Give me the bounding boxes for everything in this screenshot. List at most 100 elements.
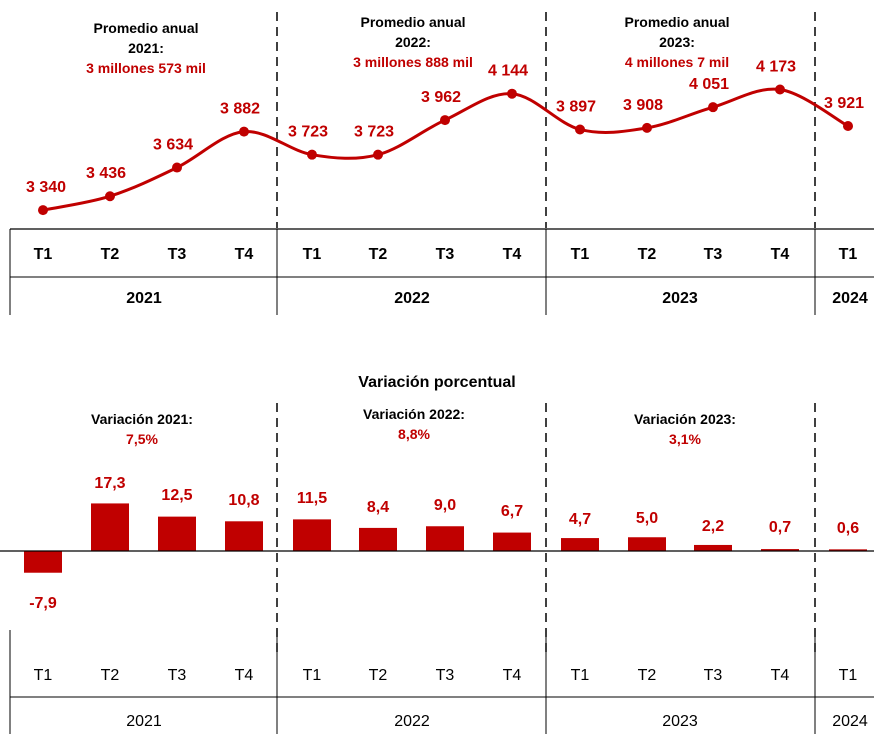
x-tick-label: T4: [235, 246, 254, 263]
data-label: 3 340: [26, 179, 66, 196]
annotation-value: 8,8%: [398, 426, 430, 442]
x-tick-label: T4: [503, 667, 522, 684]
x-tick-label: T2: [369, 246, 388, 263]
data-label: 4 173: [756, 59, 796, 76]
data-label: 3 921: [824, 95, 864, 112]
data-point: [239, 126, 249, 137]
annotation-value: 3 millones 573 mil: [86, 60, 206, 76]
x-tick-label: T3: [168, 246, 187, 263]
x-tick-label: T1: [839, 246, 858, 263]
x-tick-label: T1: [303, 667, 322, 684]
annotation-heading: Variación 2021:: [91, 411, 193, 427]
bar: [24, 551, 62, 573]
data-label: 3 634: [153, 137, 193, 154]
x-tick-label: T1: [839, 667, 858, 684]
x-tick-label: T1: [571, 667, 590, 684]
bar: [426, 526, 464, 551]
bar: [493, 532, 531, 551]
data-point: [373, 149, 383, 160]
x-tick-label: T3: [436, 246, 455, 263]
annotation-value: 3 millones 888 mil: [353, 54, 473, 70]
x-tick-label: T2: [638, 246, 657, 263]
data-label: 3 723: [288, 124, 328, 141]
annotation-year: 2022:: [395, 34, 431, 50]
x-tick-label: T4: [771, 246, 790, 263]
data-label: 3 962: [421, 89, 461, 106]
year-label: 2023: [662, 713, 698, 730]
year-label: 2021: [126, 713, 162, 730]
data-point: [507, 88, 517, 99]
x-tick-label: T2: [101, 667, 120, 684]
x-tick-label: T4: [503, 246, 522, 263]
bar: [359, 527, 397, 551]
x-tick-label: T1: [303, 246, 322, 263]
annotation-year: 2021:: [128, 40, 164, 56]
data-label: -7,9: [29, 595, 57, 612]
bar: [694, 544, 732, 551]
data-label: 4 051: [689, 76, 729, 93]
data-point: [105, 191, 115, 202]
x-tick-label: T3: [704, 246, 723, 263]
data-label: 3 436: [86, 165, 126, 182]
data-label: 12,5: [161, 487, 192, 504]
bar: [158, 516, 196, 551]
x-tick-label: T2: [101, 246, 120, 263]
data-label: 3 723: [354, 124, 394, 141]
data-label: 4 144: [488, 63, 528, 80]
data-point: [575, 124, 585, 135]
data-label: 5,0: [636, 510, 658, 527]
data-point: [440, 115, 450, 126]
annotation-year: 2023:: [659, 34, 695, 50]
data-label: 6,7: [501, 503, 523, 520]
bar: [829, 549, 867, 551]
x-tick-label: T4: [235, 667, 254, 684]
annotation-heading: Variación 2022:: [363, 406, 465, 422]
annotation-heading: Promedio anual: [624, 14, 729, 30]
data-label: 8,4: [367, 499, 389, 516]
data-label: 0,6: [837, 520, 859, 537]
data-label: 11,5: [297, 490, 327, 507]
bar: [628, 537, 666, 551]
data-label: 0,7: [769, 519, 791, 536]
x-tick-label: T3: [168, 667, 187, 684]
year-label: 2023: [662, 290, 698, 307]
chart-title: Variación porcentual: [358, 374, 515, 391]
data-label: 17,3: [94, 475, 125, 492]
year-label: 2024: [832, 713, 868, 730]
bar: [293, 519, 331, 551]
data-point: [307, 149, 317, 160]
x-tick-label: T3: [704, 667, 723, 684]
x-tick-label: T1: [34, 667, 53, 684]
annotation-value: 4 millones 7 mil: [625, 54, 729, 70]
annotation-heading: Promedio anual: [93, 20, 198, 36]
year-label: 2021: [126, 290, 162, 307]
year-label: 2024: [832, 290, 868, 307]
year-label: 2022: [394, 290, 430, 307]
annotation-heading: Variación 2023:: [634, 411, 736, 427]
x-tick-label: T2: [638, 667, 657, 684]
data-point: [642, 122, 652, 133]
x-tick-label: T3: [436, 667, 455, 684]
year-label: 2022: [394, 713, 430, 730]
data-label: 9,0: [434, 497, 456, 514]
annotation-value: 3,1%: [669, 431, 701, 447]
data-label: 3 908: [623, 97, 663, 114]
annotation-value: 7,5%: [126, 431, 158, 447]
data-point: [708, 102, 718, 113]
data-point: [172, 162, 182, 173]
bar: [91, 503, 129, 551]
data-point: [843, 121, 853, 131]
x-tick-label: T4: [771, 667, 790, 684]
x-tick-label: T1: [571, 246, 590, 263]
x-tick-label: T2: [369, 667, 388, 684]
data-point: [775, 84, 785, 95]
data-point: [38, 205, 48, 216]
bar: [761, 549, 799, 551]
x-tick-label: T1: [34, 246, 53, 263]
annotation-heading: Promedio anual: [360, 14, 465, 30]
data-label: 10,8: [228, 492, 259, 509]
data-label: 3 882: [220, 101, 260, 118]
bar: [225, 521, 263, 551]
bar: [561, 538, 599, 551]
